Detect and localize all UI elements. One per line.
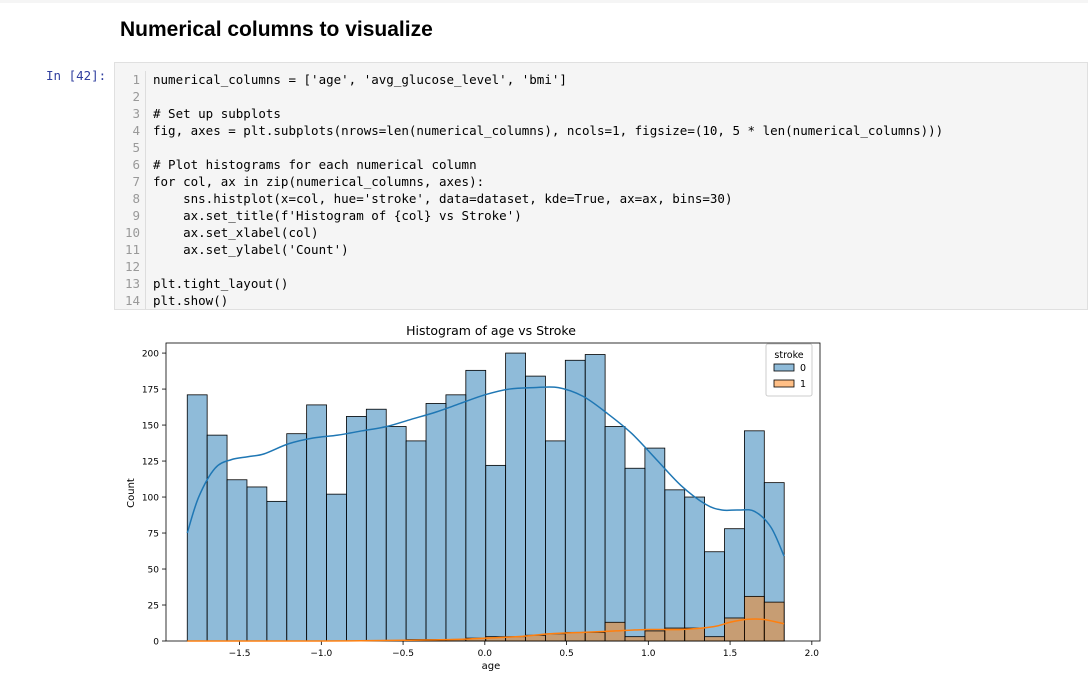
- line-number: 7: [132, 174, 140, 189]
- cell-output: Histogram of age vs Stroke 0 25 50 75 100 125…: [114, 316, 1088, 681]
- line-number: 3: [132, 106, 140, 121]
- cell-prompt: In [42]:: [46, 68, 107, 83]
- y-tick-label: 100: [142, 494, 159, 504]
- histogram-bar-stroke-0: [664, 489, 686, 642]
- histogram-bar-stroke-1: [644, 630, 666, 642]
- code-text[interactable]: ax.set_ylabel('Count'): [153, 242, 349, 257]
- line-number: 8: [132, 191, 140, 206]
- x-tick-label: −1.5: [229, 649, 251, 659]
- code-text[interactable]: sns.histplot(x=col, hue='stroke', data=d…: [153, 191, 733, 206]
- y-tick-label: 75: [148, 530, 159, 540]
- line-number: 6: [132, 157, 140, 172]
- line-number: 14: [124, 293, 140, 308]
- code-text[interactable]: ax.set_xlabel(col): [153, 225, 319, 240]
- histogram-bar-stroke-0: [505, 352, 526, 642]
- histogram-bar-stroke-0: [525, 375, 546, 642]
- legend-entry-0: 0: [800, 363, 806, 374]
- line-number: 10: [124, 225, 140, 240]
- histogram-bar-stroke-0: [405, 440, 427, 642]
- histogram-bar-stroke-1: [684, 627, 706, 642]
- histogram-bar-stroke-0: [644, 447, 666, 642]
- line-number: 5: [132, 140, 140, 155]
- histogram-bar-stroke-0: [385, 426, 407, 642]
- line-number: 2: [132, 89, 140, 104]
- code-cell[interactable]: 1 numerical_columns = ['age', 'avg_glucos…: [114, 62, 1088, 310]
- markdown-heading: Numerical columns to visualize: [120, 18, 433, 41]
- histogram-bar-stroke-0: [425, 403, 447, 642]
- legend: stroke 0 1: [765, 343, 813, 397]
- histogram-bar-stroke-0: [266, 500, 288, 642]
- y-tick-label: 150: [142, 422, 159, 432]
- histogram-bar-stroke-0: [465, 369, 487, 642]
- y-tick-label: 200: [142, 350, 159, 360]
- cell-top-border: [0, 0, 1088, 3]
- line-number-gutter: [115, 71, 146, 309]
- x-axis-label: age: [482, 661, 501, 672]
- y-axis-label: Count: [126, 478, 137, 508]
- histogram-bar-stroke-0: [624, 467, 646, 642]
- histogram-bar-stroke-0: [246, 486, 268, 642]
- code-text[interactable]: for col, ax in zip(numerical_columns, ax…: [153, 174, 485, 189]
- histogram-bar-stroke-0: [286, 433, 308, 642]
- kde-curve-stroke-1: [187, 618, 785, 642]
- legend-title: stroke: [774, 350, 803, 361]
- y-tick-label: 50: [148, 566, 160, 576]
- x-tick-label: 0.0: [478, 649, 493, 659]
- histogram-chart: Histogram of age vs Stroke 0 25 50 75 100 125…: [126, 323, 821, 672]
- code-text[interactable]: numerical_columns = ['age', 'avg_glucose…: [153, 72, 567, 87]
- histogram-bar-stroke-0: [226, 479, 248, 642]
- line-number: 9: [132, 208, 140, 223]
- code-text[interactable]: fig, axes = plt.subplots(nrows=len(numer…: [153, 123, 944, 138]
- y-tick-label: 25: [148, 602, 159, 612]
- x-tick-label: 1.5: [723, 649, 737, 659]
- histogram-bar-stroke-1: [624, 636, 646, 642]
- legend-swatch-1: [773, 379, 795, 388]
- histogram-bar-stroke-0: [584, 354, 606, 642]
- histogram-bar-stroke-1: [584, 631, 606, 642]
- histogram-bar-stroke-0: [346, 416, 367, 642]
- histogram-bar-stroke-1: [704, 636, 725, 642]
- histogram-bar-stroke-0: [445, 394, 467, 642]
- y-tick-label: 175: [142, 386, 159, 396]
- histogram-bar-stroke-1: [545, 633, 566, 642]
- y-tick-label: 0: [153, 638, 159, 648]
- code-text[interactable]: # Plot histograms for each numerical col…: [153, 157, 477, 172]
- code-text[interactable]: ax.set_title(f'Histogram of {col} vs Str…: [153, 208, 522, 223]
- line-number: 13: [124, 276, 140, 291]
- histogram-bar-stroke-0: [604, 426, 626, 642]
- code-text[interactable]: plt.tight_layout(): [153, 276, 289, 291]
- line-number: 1: [132, 72, 140, 87]
- legend-swatch-0: [773, 363, 795, 372]
- histogram-bar-stroke-0: [545, 440, 566, 642]
- line-number: 4: [132, 123, 140, 138]
- line-number: 11: [124, 242, 140, 257]
- histogram-bar-stroke-0: [306, 404, 327, 642]
- code-text[interactable]: # Set up subplots: [153, 106, 281, 121]
- x-tick-label: 1.0: [641, 649, 656, 659]
- histogram-bar-stroke-0: [485, 464, 507, 642]
- histogram-bar-stroke-0: [564, 359, 586, 642]
- x-tick-label: 2.0: [805, 649, 820, 659]
- histogram-bar-stroke-0: [365, 408, 387, 642]
- line-number: 12: [124, 259, 140, 274]
- plot-area: 0 25 50 75 100 125 150 175 200 −1.5 −1.0 −0.5 0.0 0.5…: [142, 342, 821, 659]
- histogram-bar-stroke-0: [684, 496, 706, 642]
- chart-title: Histogram of age vs Stroke: [406, 323, 576, 338]
- histogram-bar-stroke-0: [186, 394, 208, 642]
- code-text[interactable]: plt.show(): [153, 293, 229, 308]
- x-tick-label: −1.0: [310, 649, 332, 659]
- kde-curve-stroke-0: [186, 386, 785, 557]
- x-tick-label: 0.5: [559, 649, 573, 659]
- y-tick-label: 125: [142, 458, 159, 468]
- histogram-bar-stroke-0: [326, 493, 347, 642]
- legend-entry-1: 1: [800, 379, 806, 390]
- x-tick-label: −0.5: [392, 649, 414, 659]
